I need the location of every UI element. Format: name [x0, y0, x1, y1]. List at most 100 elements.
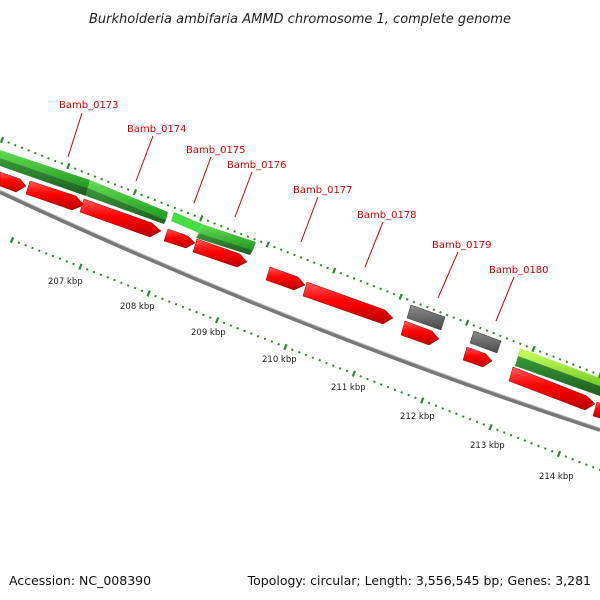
minor-tick-mark [222, 321, 226, 325]
minor-tick-mark [379, 287, 382, 291]
minor-tick-mark [92, 270, 96, 274]
major-tick-mark [9, 236, 15, 244]
minor-tick-mark [432, 308, 436, 311]
minor-tick-mark [27, 149, 30, 152]
scale-label: 213 kbp [470, 441, 505, 451]
gene-label[interactable]: Bamb_0175 [186, 145, 246, 156]
minor-tick-mark [299, 256, 303, 259]
gene-arrow[interactable] [400, 320, 440, 346]
gene-arrow[interactable] [592, 401, 600, 419]
minor-tick-mark [319, 264, 323, 267]
gene-label[interactable]: Bamb_0176 [227, 160, 287, 171]
gene-arrow[interactable] [79, 198, 162, 238]
gene-label[interactable]: Bamb_0173 [59, 100, 119, 111]
minor-tick-mark [386, 290, 389, 293]
minor-tick-mark [352, 277, 356, 280]
major-tick-mark [351, 370, 357, 377]
minor-tick-mark [345, 369, 349, 373]
major-tick-mark [556, 450, 562, 458]
gene-arrow[interactable] [302, 281, 394, 325]
minor-tick-mark [558, 358, 562, 361]
minor-tick-mark [85, 268, 89, 271]
minor-tick-mark [236, 327, 239, 330]
minor-tick-mark [168, 300, 171, 303]
gene-arrow[interactable] [192, 238, 248, 268]
minor-tick-mark [270, 340, 274, 343]
minor-tick-mark [277, 343, 280, 346]
gene-arrow[interactable] [163, 228, 196, 249]
minor-tick-mark [188, 308, 192, 311]
minor-tick-mark [545, 352, 549, 356]
major-tick-mark [214, 317, 220, 324]
minor-tick-mark [153, 198, 157, 202]
minor-tick-mark [239, 232, 243, 236]
minor-tick-mark [445, 313, 449, 317]
minor-tick-mark [58, 257, 62, 260]
feature-bar [171, 212, 202, 233]
minor-tick-mark [60, 162, 64, 165]
gene-labels: Bamb_0173 Bamb_0174 Bamb_0175 Bamb_0176 … [59, 100, 549, 276]
gene-label[interactable]: Bamb_0179 [432, 240, 492, 251]
minor-tick-mark [31, 246, 34, 250]
gene-arrow[interactable] [0, 171, 27, 193]
major-tick-mark [332, 267, 337, 274]
map-title: Burkholderia ambifaria AMMD chromosome 1… [89, 12, 511, 27]
minor-tick-mark [209, 316, 212, 319]
minor-tick-mark [538, 350, 542, 353]
minor-tick-mark [427, 401, 431, 405]
minor-tick-mark [455, 412, 458, 416]
minor-tick-mark [544, 447, 547, 450]
genome-backbone-highlight [0, 189, 600, 429]
major-tick-mark [597, 371, 600, 379]
minor-tick-mark [7, 141, 10, 144]
gene-label[interactable]: Bamb_0177 [293, 185, 353, 196]
minor-tick-mark [44, 252, 48, 255]
minor-tick-mark [571, 458, 574, 461]
minor-tick-mark [304, 353, 308, 357]
gene-label[interactable]: Bamb_0180 [489, 265, 549, 276]
feature-bar [515, 356, 600, 396]
minor-tick-mark [346, 274, 349, 278]
gene-label[interactable]: Bamb_0174 [127, 124, 187, 135]
minor-tick-mark [213, 222, 216, 225]
scale-label: 211 kbp [331, 383, 366, 393]
scale-label: 208 kbp [120, 302, 155, 312]
minor-tick-mark [133, 286, 137, 290]
gene-label[interactable]: Bamb_0178 [357, 210, 417, 221]
minor-tick-mark [20, 146, 24, 150]
gene-arrow[interactable] [508, 366, 596, 411]
minor-tick-mark [425, 305, 429, 309]
minor-tick-mark [366, 377, 369, 381]
minor-tick-mark [386, 385, 390, 389]
minor-tick-mark [503, 431, 506, 434]
minor-tick-mark [492, 331, 495, 335]
major-tick-mark [132, 189, 138, 196]
gene-arrow[interactable] [265, 266, 306, 291]
minor-tick-mark [51, 254, 55, 258]
minor-tick-mark [126, 188, 130, 191]
minor-tick-mark [47, 157, 50, 160]
gene-arrow[interactable] [25, 180, 85, 211]
minor-tick-mark [592, 371, 595, 374]
major-tick-mark [398, 293, 403, 300]
minor-tick-mark [525, 345, 529, 348]
minor-tick-mark [434, 404, 438, 408]
scale-label: 209 kbp [191, 328, 226, 338]
minor-tick-mark [496, 428, 499, 432]
major-tick-mark [199, 215, 204, 222]
minor-tick-mark [530, 442, 533, 445]
gene-arrow-pseudo[interactable] [406, 304, 446, 331]
scale-labels: 207 kbp 208 kbp 209 kbp 210 kbp 211 kbp … [48, 277, 574, 482]
minor-tick-mark [537, 444, 540, 448]
gene-arrow-pseudo[interactable] [469, 330, 502, 354]
minor-tick-mark [256, 335, 260, 338]
gene-track [0, 171, 600, 419]
label-leader-line [300, 196, 319, 243]
minor-tick-mark [279, 248, 283, 251]
gene-arrow[interactable] [462, 346, 493, 368]
minor-tick-mark [552, 355, 555, 358]
minor-tick-mark [448, 409, 451, 413]
genome-backbone [0, 190, 600, 432]
label-leader-line [234, 171, 253, 218]
